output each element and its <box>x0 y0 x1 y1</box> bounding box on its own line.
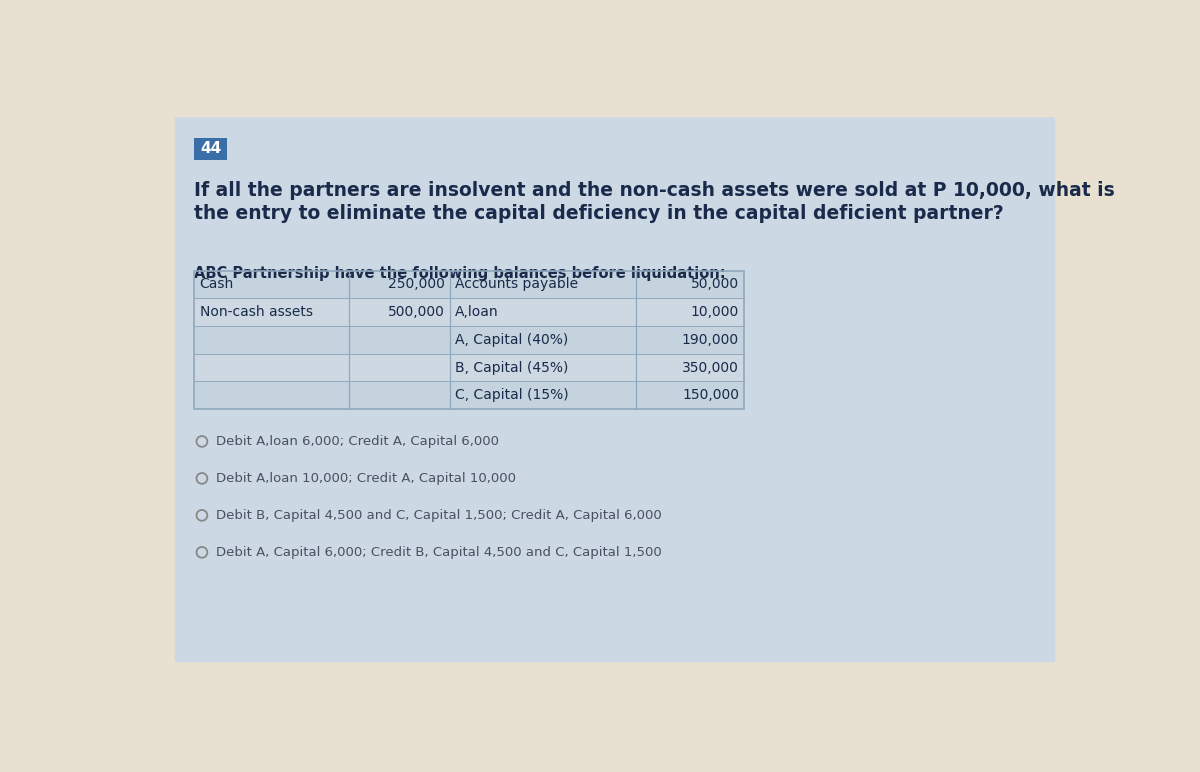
Text: C, Capital (15%): C, Capital (15%) <box>455 388 569 402</box>
Text: 250,000: 250,000 <box>388 277 444 291</box>
Text: 10,000: 10,000 <box>691 305 739 319</box>
Text: 44: 44 <box>200 141 221 157</box>
Text: ABC Partnership have the following balances before liquidation:: ABC Partnership have the following balan… <box>194 266 726 281</box>
Bar <box>194 270 744 298</box>
Text: 50,000: 50,000 <box>691 277 739 291</box>
Text: B, Capital (45%): B, Capital (45%) <box>455 361 569 374</box>
Text: Debit A,loan 6,000; Credit A, Capital 6,000: Debit A,loan 6,000; Credit A, Capital 6,… <box>216 435 499 448</box>
Text: 150,000: 150,000 <box>682 388 739 402</box>
Bar <box>194 381 744 409</box>
Text: A, Capital (40%): A, Capital (40%) <box>455 333 569 347</box>
Text: A,loan: A,loan <box>455 305 499 319</box>
Text: 500,000: 500,000 <box>388 305 444 319</box>
Text: Cash: Cash <box>199 277 234 291</box>
Text: 350,000: 350,000 <box>682 361 739 374</box>
Text: Debit B, Capital 4,500 and C, Capital 1,500; Credit A, Capital 6,000: Debit B, Capital 4,500 and C, Capital 1,… <box>216 509 661 522</box>
Bar <box>194 354 744 381</box>
Text: Accounts payable: Accounts payable <box>455 277 578 291</box>
Text: Non-cash assets: Non-cash assets <box>199 305 312 319</box>
Text: 190,000: 190,000 <box>682 333 739 347</box>
Bar <box>194 298 744 326</box>
Text: Debit A,loan 10,000; Credit A, Capital 10,000: Debit A,loan 10,000; Credit A, Capital 1… <box>216 472 516 485</box>
Bar <box>194 138 227 160</box>
Text: the entry to eliminate the capital deficiency in the capital deficient partner?: the entry to eliminate the capital defic… <box>194 205 1004 223</box>
Bar <box>194 326 744 354</box>
Text: Debit A, Capital 6,000; Credit B, Capital 4,500 and C, Capital 1,500: Debit A, Capital 6,000; Credit B, Capita… <box>216 546 661 559</box>
FancyBboxPatch shape <box>175 117 1055 662</box>
Text: If all the partners are insolvent and the non-cash assets were sold at P 10,000,: If all the partners are insolvent and th… <box>194 181 1115 200</box>
Bar <box>194 270 744 409</box>
